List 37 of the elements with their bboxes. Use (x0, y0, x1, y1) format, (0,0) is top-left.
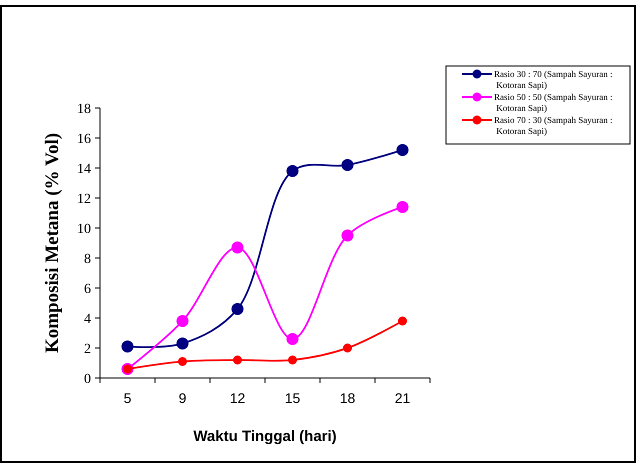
point (176, 315, 188, 327)
y-tick-label: 14 (77, 162, 91, 177)
point (343, 344, 352, 352)
point (398, 316, 407, 326)
point (396, 144, 408, 156)
point (342, 230, 354, 242)
x-tick-label: 5 (124, 390, 132, 406)
point (233, 356, 242, 364)
y-tick-label: 8 (84, 252, 91, 267)
y-tick-label: 4 (84, 312, 91, 327)
point (288, 356, 297, 364)
y-tick-label: 12 (77, 192, 91, 207)
legend-label: Rasio 50 : 50 (Sampah Sayuran : Kotoran Sapi) (494, 92, 612, 113)
point (232, 242, 244, 254)
legend-label: Rasio 70 : 30 (Sampah Sayuran : Kotoran Sapi) (494, 115, 612, 136)
point (232, 303, 244, 315)
point (176, 338, 188, 350)
x-tick-label: 15 (284, 390, 300, 406)
y-tick-label: 0 (84, 372, 91, 387)
point (122, 340, 134, 352)
y-tick-label: 18 (77, 102, 91, 117)
x-tick-label: 18 (340, 390, 356, 406)
x-tick-label: 21 (394, 390, 410, 406)
y-tick-label: 6 (84, 282, 91, 297)
y-axis-title: Komposisi Metana (% Vol) (42, 132, 63, 354)
point (342, 159, 354, 171)
y-tick-label: 10 (77, 222, 91, 237)
point (286, 165, 298, 177)
y-tick-label: 16 (77, 132, 91, 147)
x-tick-label: 9 (178, 390, 187, 406)
legend-label: Rasio 30 : 70 (Sampah Sayuran : Kotoran Sapi) (494, 69, 612, 90)
point (286, 333, 298, 345)
point (396, 201, 408, 213)
x-tick-label: 12 (230, 390, 246, 406)
y-tick-label: 2 (84, 342, 91, 357)
x-axis-title: Waktu Tinggal (hari) (193, 428, 337, 445)
point (178, 357, 187, 366)
